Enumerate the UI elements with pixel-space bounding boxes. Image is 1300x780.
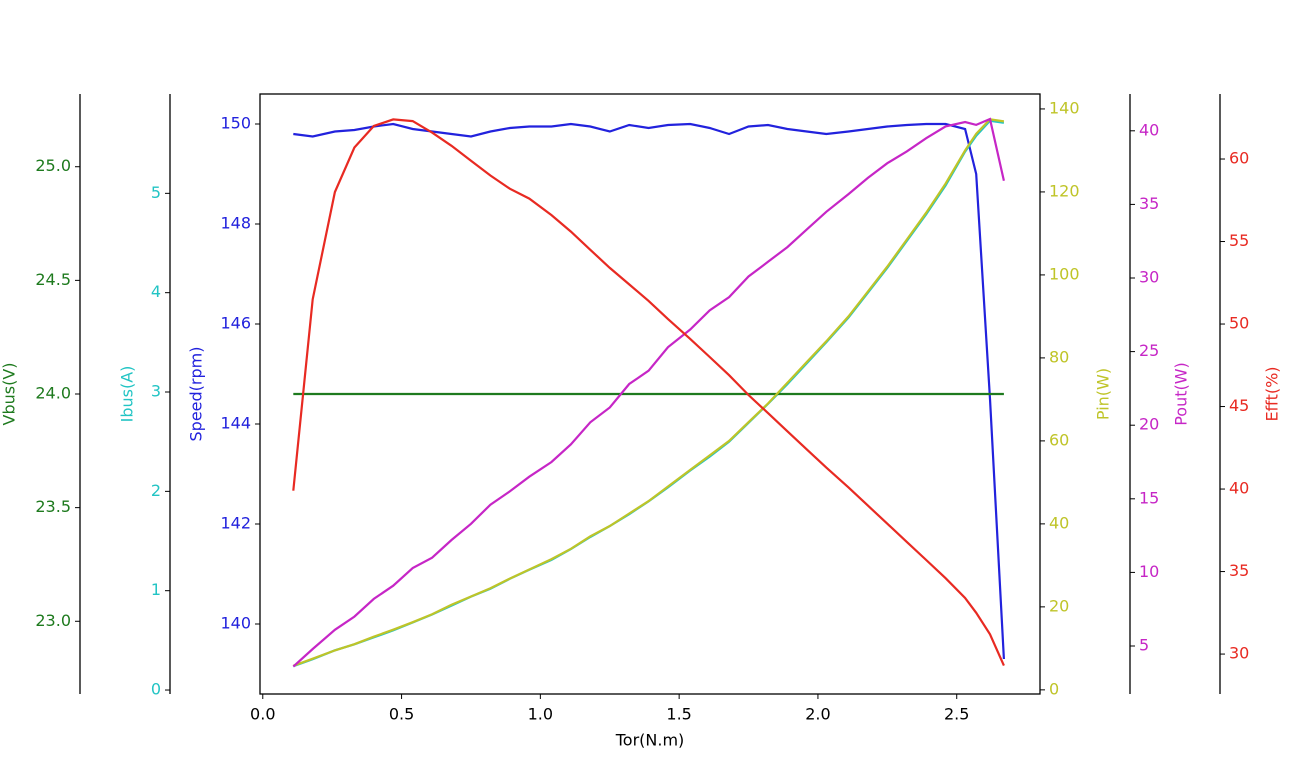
y-tick-label: 120 (1049, 181, 1080, 200)
y-tick-label: 150 (220, 114, 251, 133)
y-tick-label: 140 (220, 614, 251, 633)
y-axis-label: Pin(W) (1094, 368, 1113, 420)
y-tick-label: 20 (1139, 415, 1159, 434)
y-tick-label: 10 (1139, 562, 1159, 581)
y-tick-label: 20 (1049, 596, 1069, 615)
y-tick-label: 60 (1229, 149, 1249, 168)
y-tick-label: 40 (1049, 513, 1069, 532)
x-tick-label: 1.5 (666, 705, 691, 724)
y-tick-label: 25 (1139, 341, 1159, 360)
y-axis-label: Pout(W) (1172, 362, 1191, 426)
series-line (293, 122, 1005, 660)
y-tick-label: 40 (1229, 479, 1249, 498)
x-tick-label: 0.5 (389, 705, 414, 724)
y-tick-label: 23.5 (35, 497, 71, 516)
y-axis-label: Speed(rpm) (187, 347, 206, 442)
x-tick-label: 2.0 (805, 705, 830, 724)
y-tick-label: 24.5 (35, 270, 71, 289)
x-axis-label: Tor(N.m) (615, 731, 685, 750)
y-tick-label: 140 (1049, 98, 1080, 117)
y-tick-label: 144 (220, 414, 251, 433)
y-tick-label: 15 (1139, 488, 1159, 507)
y-tick-label: 35 (1229, 561, 1249, 580)
y-tick-label: 30 (1139, 268, 1159, 287)
y-tick-label: 4 (151, 282, 161, 301)
y-tick-label: 0 (151, 680, 161, 699)
plot-frame (259, 93, 1041, 695)
x-tick-label: 2.5 (944, 705, 969, 724)
y-tick-label: 2 (151, 481, 161, 500)
series-line (292, 118, 1005, 667)
y-tick-label: 5 (1139, 636, 1149, 655)
y-tick-label: 148 (220, 214, 251, 233)
y-tick-label: 25.0 (35, 156, 71, 175)
x-tick-label: 0.0 (250, 705, 275, 724)
y-axis-label: Ibus(A) (118, 366, 137, 423)
x-tick-label: 1.0 (528, 705, 553, 724)
series-line (292, 118, 1005, 667)
y-tick-label: 24.0 (35, 384, 71, 403)
y-tick-label: 100 (1049, 264, 1080, 283)
y-tick-label: 5 (151, 183, 161, 202)
y-tick-label: 3 (151, 382, 161, 401)
y-tick-label: 45 (1229, 396, 1249, 415)
y-tick-label: 23.0 (35, 611, 71, 630)
y-tick-label: 50 (1229, 314, 1249, 333)
y-tick-label: 1 (151, 580, 161, 599)
y-tick-label: 60 (1049, 430, 1069, 449)
y-tick-label: 35 (1139, 194, 1159, 213)
series-line (292, 117, 1005, 668)
y-tick-label: 40 (1139, 120, 1159, 139)
y-tick-label: 146 (220, 314, 251, 333)
y-tick-label: 80 (1049, 347, 1069, 366)
y-axis-label: Efft(%) (1263, 366, 1282, 421)
y-axis-label: Vbus(V) (0, 362, 19, 425)
y-tick-label: 30 (1229, 644, 1249, 663)
y-tick-label: 55 (1229, 231, 1249, 250)
y-tick-label: 0 (1049, 679, 1059, 698)
y-tick-label: 142 (220, 514, 251, 533)
